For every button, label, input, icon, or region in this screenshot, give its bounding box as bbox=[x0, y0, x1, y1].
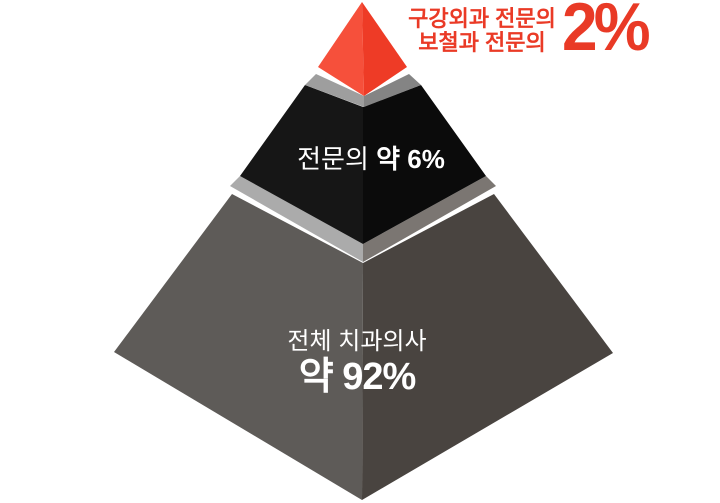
bottom-tier-label: 전체 치과의사 약 92% bbox=[227, 328, 487, 398]
middle-tier-label-text: 전문의 bbox=[297, 144, 377, 174]
top-tier-annotation: 구강외과 전문의 보철과 전문의 bbox=[398, 7, 566, 55]
top-tier-label-line2: 보철과 전문의 bbox=[418, 30, 546, 55]
bottom-tier-top-band-left bbox=[230, 176, 363, 262]
bottom-tier-top-band-right bbox=[363, 176, 496, 262]
bottom-tier-left-face bbox=[114, 194, 363, 500]
middle-tier-top-band-right bbox=[364, 74, 421, 107]
bottom-tier-label-text: 전체 치과의사 bbox=[287, 328, 427, 355]
bottom-tier-right-face bbox=[362, 194, 613, 500]
top-tier-left-face bbox=[318, 2, 364, 96]
middle-tier-right-face bbox=[363, 85, 486, 244]
top-tier-value: 2% bbox=[562, 0, 651, 65]
top-tier-label-line1: 구강외과 전문의 bbox=[408, 6, 556, 31]
middle-tier-left-face bbox=[240, 85, 363, 244]
middle-tier-top-band-left bbox=[305, 74, 364, 107]
middle-tier-value: 약 6% bbox=[376, 144, 445, 174]
top-tier-right-face bbox=[362, 2, 407, 96]
bottom-tier-value: 약 92% bbox=[298, 356, 417, 398]
middle-tier-label: 전문의 약 6% bbox=[251, 139, 491, 176]
